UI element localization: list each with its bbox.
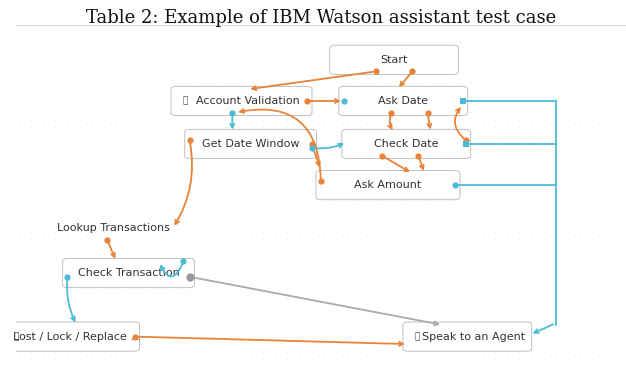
FancyBboxPatch shape	[342, 129, 471, 159]
FancyBboxPatch shape	[63, 258, 195, 288]
FancyBboxPatch shape	[339, 86, 468, 116]
Text: ⛹: ⛹	[415, 332, 420, 341]
Text: Check Date: Check Date	[374, 139, 438, 149]
Text: Table 2: Example of IBM Watson assistant test case: Table 2: Example of IBM Watson assistant…	[86, 9, 556, 27]
Text: Check Transaction: Check Transaction	[78, 268, 180, 278]
Text: Start: Start	[381, 55, 408, 65]
Text: ⛹: ⛹	[183, 96, 188, 105]
FancyBboxPatch shape	[403, 322, 531, 351]
FancyBboxPatch shape	[171, 86, 312, 116]
Text: Lookup Transactions: Lookup Transactions	[57, 223, 170, 233]
Text: Ask Date: Ask Date	[378, 96, 428, 106]
FancyBboxPatch shape	[2, 322, 140, 351]
FancyBboxPatch shape	[316, 171, 460, 200]
Text: Account Validation: Account Validation	[196, 96, 299, 106]
Text: Ask Amount: Ask Amount	[354, 180, 421, 190]
FancyBboxPatch shape	[330, 45, 458, 74]
Text: Get Date Window: Get Date Window	[202, 139, 299, 149]
Text: Lost / Lock / Replace ...: Lost / Lock / Replace ...	[13, 332, 141, 341]
FancyBboxPatch shape	[185, 129, 317, 159]
Text: Speak to an Agent: Speak to an Agent	[422, 332, 525, 341]
Text: ⛹: ⛹	[14, 332, 19, 341]
